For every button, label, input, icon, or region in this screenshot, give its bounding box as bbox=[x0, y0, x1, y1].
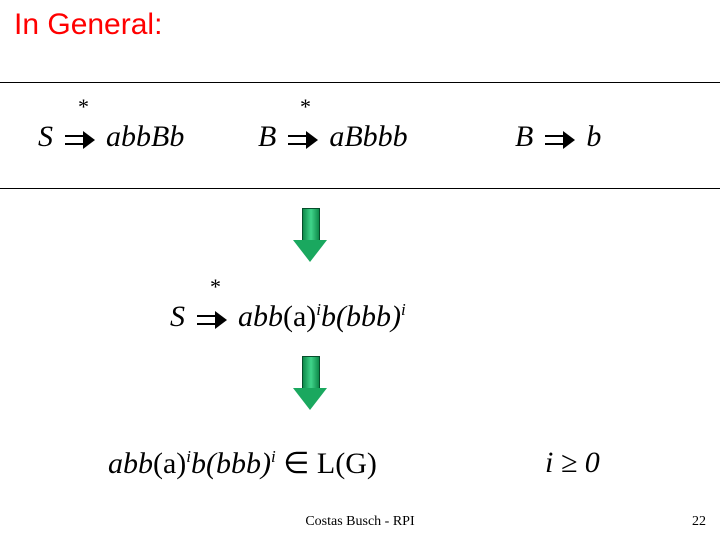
f1-lhs: S bbox=[38, 120, 53, 153]
down-arrow-icon bbox=[293, 208, 327, 264]
f2-star: * bbox=[300, 94, 311, 120]
slide-title: In General: bbox=[14, 8, 162, 42]
f2-lhs: B bbox=[258, 120, 276, 153]
implies-icon bbox=[197, 312, 225, 328]
f5-tail: ∈ L(G) bbox=[276, 447, 377, 480]
formula-5: abb(a)ib(bbb)i ∈ L(G) bbox=[108, 446, 377, 481]
implies-icon bbox=[288, 132, 316, 148]
f4-lhs: S bbox=[170, 300, 185, 333]
formula-6: i ≥ 0 bbox=[545, 446, 600, 480]
footer-author: Costas Busch - RPI bbox=[0, 514, 720, 530]
f4-sup2: i bbox=[401, 300, 406, 319]
f4-star: * bbox=[210, 274, 221, 300]
f2-rhs: aBbbb bbox=[329, 120, 407, 153]
formula-2: B aBbbb bbox=[258, 120, 408, 154]
formula-3: B b bbox=[515, 120, 601, 154]
f3-rhs: b bbox=[586, 120, 601, 153]
formula-4: S abb(a)ib(bbb)i bbox=[170, 300, 406, 334]
rule-bottom bbox=[0, 188, 720, 189]
down-arrow-icon bbox=[293, 356, 327, 412]
f5-a: abb bbox=[108, 447, 153, 480]
rule-top bbox=[0, 82, 720, 83]
f1-star: * bbox=[78, 94, 89, 120]
f3-lhs: B bbox=[515, 120, 533, 153]
page-number: 22 bbox=[692, 514, 706, 530]
f4-a: abb bbox=[238, 300, 283, 333]
f6-text: i ≥ 0 bbox=[545, 446, 600, 479]
formula-1: S abbBb bbox=[38, 120, 184, 154]
f5-c: b(bbb) bbox=[191, 447, 271, 480]
f4-c: b(bbb) bbox=[321, 300, 401, 333]
implies-icon bbox=[65, 132, 93, 148]
implies-icon bbox=[545, 132, 573, 148]
f4-paren1: (a) bbox=[283, 300, 316, 333]
f1-rhs: abbBb bbox=[106, 120, 184, 153]
f5-b: (a) bbox=[153, 447, 186, 480]
